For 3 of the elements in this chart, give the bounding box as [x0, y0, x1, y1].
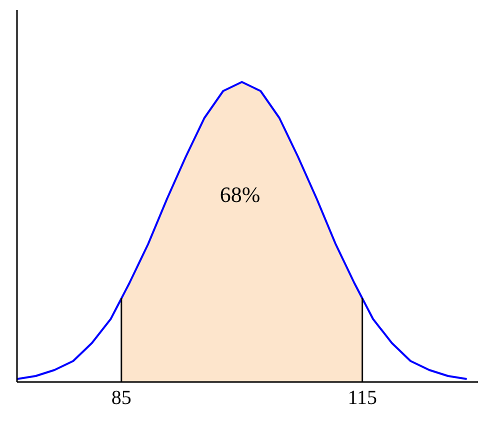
x-tick-label: 115 [348, 387, 377, 410]
annotation: 68% [218, 182, 262, 208]
x-tick-label: 85 [111, 387, 132, 410]
